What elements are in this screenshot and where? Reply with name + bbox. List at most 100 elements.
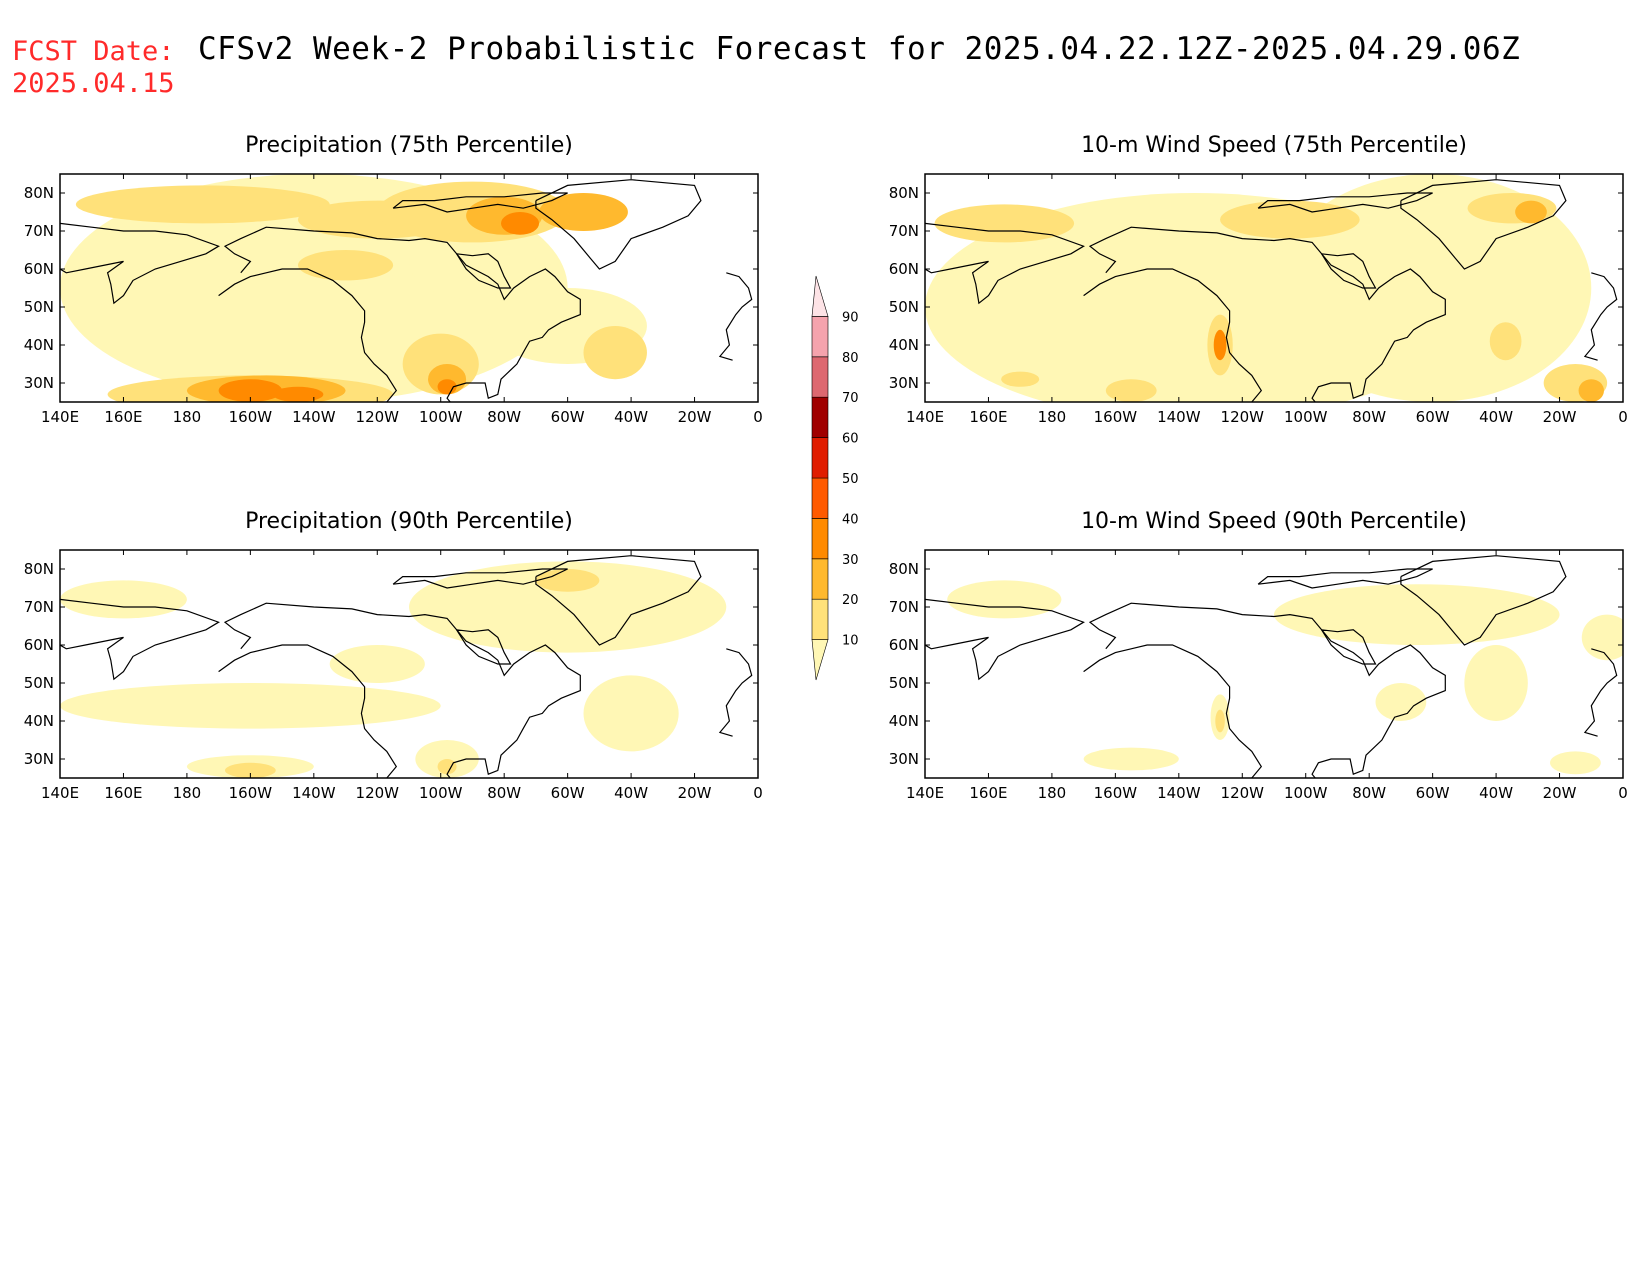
lon-tick-label: 140W bbox=[292, 408, 336, 426]
lat-tick-label: 50N bbox=[889, 298, 919, 316]
colorbar-segment bbox=[811, 275, 829, 317]
coastline-siberia bbox=[925, 222, 1085, 305]
shade-level-2 bbox=[1215, 709, 1225, 733]
colorbar-tick-label: 70 bbox=[842, 391, 859, 406]
lat-tick-label: 70N bbox=[889, 222, 919, 240]
coastline-arctic_islands bbox=[392, 192, 568, 213]
shade-level-1 bbox=[1083, 747, 1179, 771]
shade-level-1 bbox=[1550, 751, 1601, 775]
shade-level-1 bbox=[60, 580, 187, 619]
lon-tick-label: 160E bbox=[104, 408, 142, 426]
lon-tick-label: 20W bbox=[678, 408, 712, 426]
colorbar-tick-label: 10 bbox=[842, 634, 859, 649]
map-frame bbox=[924, 549, 1624, 779]
shade-level-2 bbox=[934, 204, 1075, 243]
lon-tick-label: 120W bbox=[356, 784, 400, 802]
coastlines bbox=[60, 179, 753, 402]
panel-title: 10-m Wind Speed (90th Percentile) bbox=[1081, 509, 1467, 534]
lat-tick-label: 30N bbox=[24, 750, 54, 768]
coastlines bbox=[60, 555, 753, 778]
lon-tick-label: 100W bbox=[419, 784, 463, 802]
colorbar-segment bbox=[811, 356, 829, 398]
shade-level-2 bbox=[1105, 379, 1157, 402]
lat-tick-label: 40N bbox=[889, 712, 919, 730]
shade-level-2 bbox=[1001, 371, 1040, 387]
map-panel-wind90: 10-m Wind Speed (90th Percentile) 140E 160… bbox=[889, 509, 1628, 802]
lon-tick-label: 160W bbox=[229, 784, 273, 802]
lon-tick-label: 140W bbox=[1157, 784, 1201, 802]
lat-tick-label: 80N bbox=[24, 184, 54, 202]
coastline-north_america bbox=[223, 226, 581, 402]
coastline-europe bbox=[1583, 272, 1618, 361]
lon-tick-label: 140E bbox=[41, 408, 79, 426]
colorbar-tick-label: 30 bbox=[842, 553, 859, 568]
forecast-date-label: FCST Date: bbox=[12, 36, 175, 67]
shade-level-1 bbox=[1581, 614, 1623, 661]
probability-field bbox=[60, 174, 647, 402]
panel-title: Precipitation (75th Percentile) bbox=[245, 133, 573, 158]
shade-level-3 bbox=[539, 193, 628, 231]
lon-tick-label: 40W bbox=[614, 784, 648, 802]
lon-tick-label: 0 bbox=[753, 784, 763, 802]
map-frame bbox=[59, 549, 759, 779]
coastline-hudson bbox=[456, 253, 512, 289]
coastline-pacific_coast bbox=[1083, 644, 1263, 778]
lon-tick-label: 20W bbox=[1543, 784, 1577, 802]
coastline-north_america bbox=[1088, 226, 1446, 402]
shade-level-4 bbox=[501, 212, 540, 235]
coastline-siberia bbox=[925, 598, 1085, 681]
coastlines bbox=[925, 555, 1618, 778]
lat-tick-label: 40N bbox=[24, 712, 54, 730]
colorbar-segment bbox=[811, 316, 829, 358]
lat-tick-label: 80N bbox=[889, 560, 919, 578]
colorbar-segment bbox=[811, 639, 829, 681]
main-title: CFSv2 Week-2 Probabilistic Forecast for … bbox=[198, 31, 1521, 67]
colorbar-segment bbox=[811, 558, 829, 600]
lon-tick-label: 40W bbox=[1479, 784, 1513, 802]
lon-tick-label: 140E bbox=[906, 408, 944, 426]
shade-level-1 bbox=[1274, 584, 1560, 645]
forecast-date-value: 2025.04.15 bbox=[12, 68, 175, 99]
lon-tick-label: 120W bbox=[356, 408, 400, 426]
shade-level-2 bbox=[535, 569, 600, 592]
shade-level-1 bbox=[409, 223, 536, 300]
lon-tick-label: 60W bbox=[551, 408, 585, 426]
shade-level-2 bbox=[1220, 200, 1360, 239]
lon-tick-label: 80W bbox=[487, 784, 521, 802]
colorbar-tick-label: 20 bbox=[842, 593, 859, 608]
colorbar-tick-label: 60 bbox=[842, 432, 859, 447]
map-frame bbox=[59, 173, 759, 403]
shade-level-2 bbox=[1489, 322, 1522, 361]
coastline-north_america bbox=[223, 602, 581, 778]
lon-tick-label: 100W bbox=[419, 408, 463, 426]
lat-tick-label: 70N bbox=[24, 222, 54, 240]
lat-tick-label: 50N bbox=[24, 298, 54, 316]
map-panels: Precipitation (75th Percentile) 140E 160E 1… bbox=[24, 133, 1628, 802]
lon-tick-label: 180 bbox=[1038, 408, 1067, 426]
coastline-arctic_islands bbox=[1257, 568, 1433, 589]
shade-level-4 bbox=[218, 379, 283, 402]
colorbar: 10 20 30 40 50 60 70 80 90 bbox=[811, 275, 859, 681]
shade-level-3 bbox=[1578, 379, 1604, 402]
lon-tick-label: 80W bbox=[487, 408, 521, 426]
lat-tick-label: 70N bbox=[889, 598, 919, 616]
coastline-europe bbox=[718, 648, 753, 737]
lon-tick-label: 160W bbox=[229, 408, 273, 426]
lat-tick-label: 60N bbox=[889, 636, 919, 654]
lon-tick-label: 160E bbox=[969, 408, 1007, 426]
lon-tick-label: 140W bbox=[292, 784, 336, 802]
lon-tick-label: 160W bbox=[1094, 784, 1138, 802]
coastline-hudson bbox=[456, 629, 512, 665]
lon-tick-label: 120W bbox=[1221, 408, 1265, 426]
shade-level-2 bbox=[297, 250, 394, 281]
lon-tick-label: 40W bbox=[614, 408, 648, 426]
lon-tick-label: 0 bbox=[753, 408, 763, 426]
shade-level-1 bbox=[583, 675, 679, 752]
colorbar-segment bbox=[811, 598, 829, 640]
panel-title: Precipitation (90th Percentile) bbox=[245, 509, 573, 534]
coastline-arctic_islands bbox=[392, 568, 568, 589]
lon-tick-label: 80W bbox=[1352, 408, 1386, 426]
lat-tick-label: 40N bbox=[24, 336, 54, 354]
forecast-date: FCST Date: 2025.04.15 bbox=[12, 36, 175, 100]
